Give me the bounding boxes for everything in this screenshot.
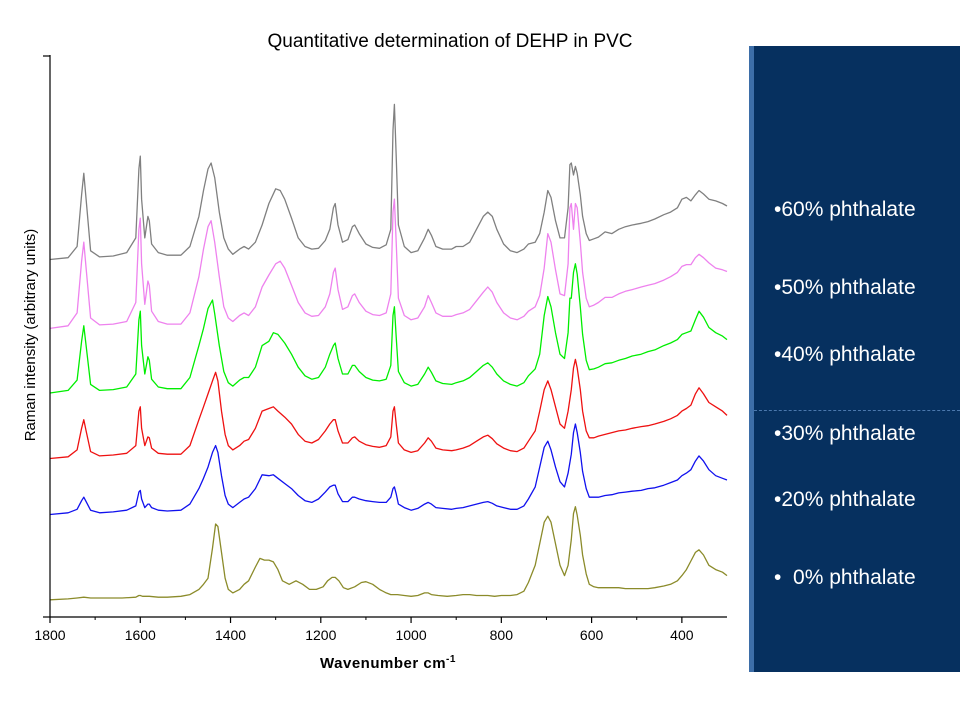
x-tick-label: 600 (580, 627, 604, 643)
series-line-40-phthalate (49, 263, 728, 394)
x-ticks: 1800 1600 1400 1200 1000 800 600 400 (34, 617, 694, 643)
x-tick-label: 800 (490, 627, 514, 643)
legend-entry-0: • 0% phthalate (774, 566, 916, 589)
x-tick-label: 1800 (34, 627, 65, 643)
x-tick-label: 400 (670, 627, 694, 643)
legend-panel (749, 46, 960, 672)
series-line-0-phthalate (49, 506, 728, 601)
x-tick-label: 1000 (395, 627, 426, 643)
series-line-20-phthalate (49, 423, 728, 516)
legend-entry-50: •50% phthalate (774, 276, 916, 299)
legend-entry-40: •40% phthalate (774, 343, 916, 366)
y-axis-label: Raman intensity (arbitrary units) (22, 229, 39, 442)
plot-area (49, 103, 728, 601)
x-tick-label: 1200 (305, 627, 336, 643)
chart-title: Quantitative determination of DEHP in PV… (267, 31, 632, 52)
series-line-50-phthalate (49, 198, 728, 330)
x-axis-label: Wavenumber cm-1 (320, 654, 456, 672)
legend-entry-20: •20% phthalate (774, 488, 916, 511)
x-tick-label: 1600 (125, 627, 156, 643)
legend-entry-60: •60% phthalate (774, 198, 916, 221)
x-axis-label-superscript: -1 (446, 654, 456, 665)
series-line-60-phthalate (49, 103, 728, 261)
series-line-30-phthalate (49, 358, 728, 460)
legend-entry-30: •30% phthalate (774, 422, 916, 445)
legend-panel-accent (749, 46, 754, 672)
legend-panel-divider (754, 410, 960, 411)
x-tick-label: 1400 (215, 627, 246, 643)
x-axis-label-text: Wavenumber cm (320, 655, 446, 672)
